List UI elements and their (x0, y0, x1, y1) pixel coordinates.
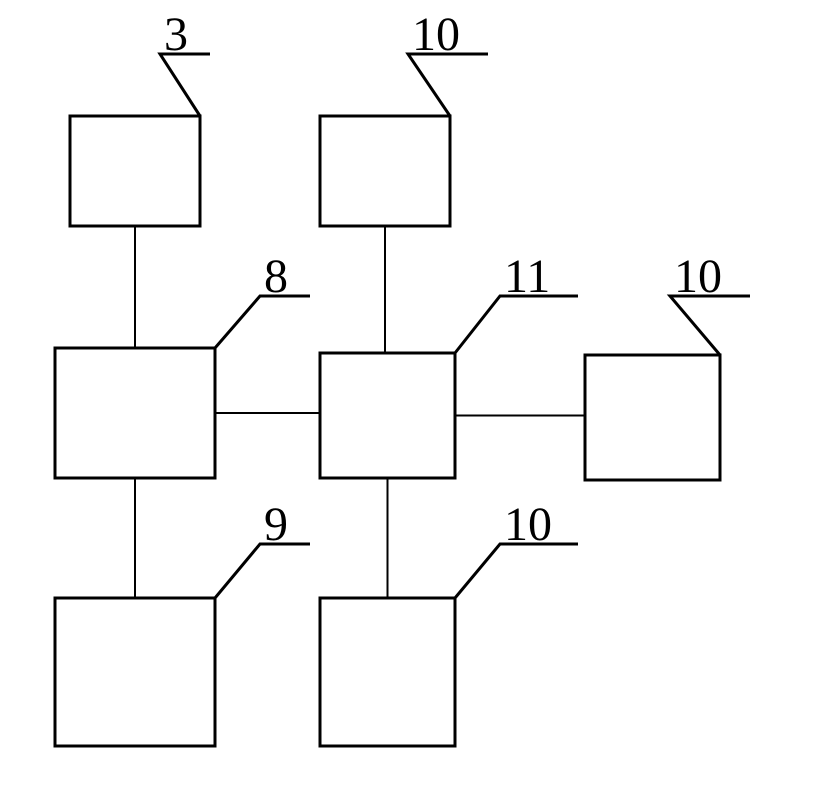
leader-b10_top (408, 54, 488, 116)
leader-b11 (455, 296, 578, 353)
box-b3 (70, 116, 200, 226)
label-b10_top: 10 (412, 8, 460, 61)
label-b9: 9 (264, 498, 288, 551)
box-b10_top (320, 116, 450, 226)
box-b11 (320, 353, 455, 478)
leader-b3 (160, 54, 210, 116)
callouts-layer: 3 8 9 10 11 10 10 (160, 8, 750, 598)
leader-b10_bot (455, 544, 578, 598)
box-b8 (55, 348, 215, 478)
label-b3: 3 (164, 8, 188, 61)
leader-b9 (215, 544, 310, 598)
label-b10_right: 10 (674, 250, 722, 303)
label-b8: 8 (264, 250, 288, 303)
leader-b8 (215, 296, 310, 348)
box-b9 (55, 598, 215, 746)
box-b10_bot (320, 598, 455, 746)
label-b11: 11 (504, 250, 550, 303)
box-b10_right (585, 355, 720, 480)
label-b10_bot: 10 (504, 498, 552, 551)
leader-b10_right (670, 296, 750, 355)
boxes-layer (55, 116, 720, 746)
